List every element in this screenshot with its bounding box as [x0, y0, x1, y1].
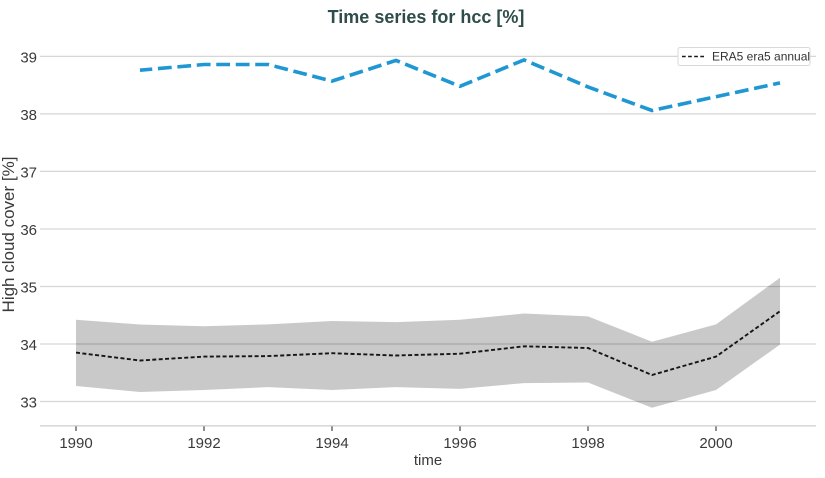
svg-text:35: 35 — [20, 280, 37, 297]
svg-text:39: 39 — [20, 49, 37, 66]
svg-text:Time series for hcc [%]: Time series for hcc [%] — [328, 7, 525, 27]
svg-text:1998: 1998 — [571, 435, 604, 452]
svg-text:38: 38 — [20, 107, 37, 124]
svg-text:1994: 1994 — [315, 435, 348, 452]
svg-text:1990: 1990 — [59, 435, 92, 452]
svg-text:1992: 1992 — [187, 435, 220, 452]
svg-text:2000: 2000 — [699, 435, 732, 452]
svg-text:37: 37 — [20, 164, 37, 181]
svg-text:ERA5 era5 annual: ERA5 era5 annual — [712, 50, 810, 64]
svg-text:33: 33 — [20, 395, 37, 412]
svg-text:34: 34 — [20, 337, 37, 354]
svg-text:High cloud cover [%]: High cloud cover [%] — [0, 157, 18, 313]
svg-text:36: 36 — [20, 222, 37, 239]
svg-text:1996: 1996 — [443, 435, 476, 452]
svg-text:time: time — [414, 452, 442, 469]
